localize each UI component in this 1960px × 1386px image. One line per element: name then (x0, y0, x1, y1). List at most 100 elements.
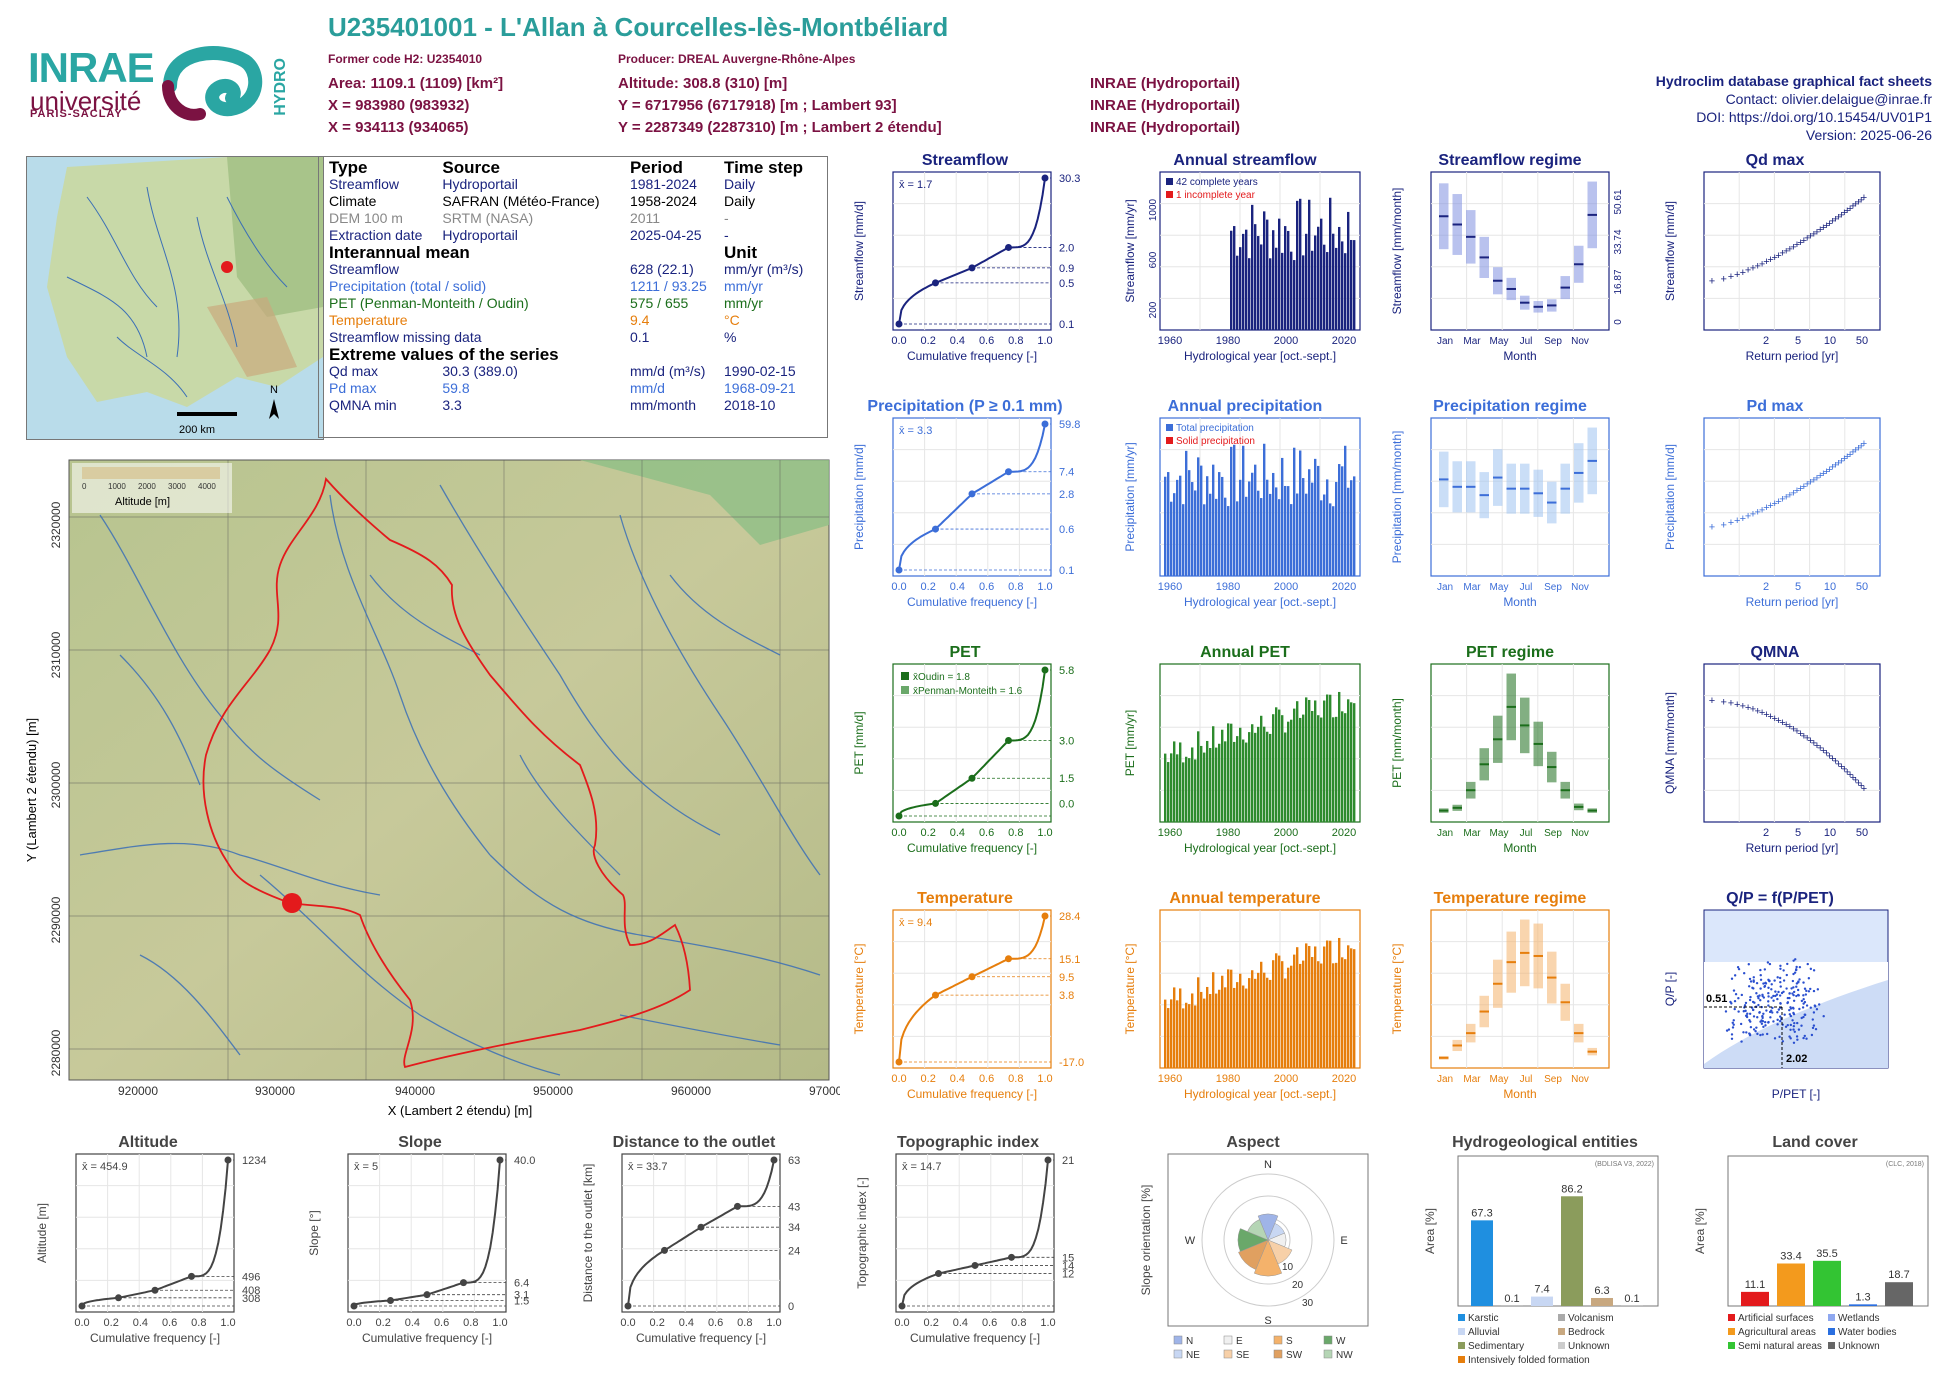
qp-point (1782, 969, 1785, 972)
annual_streamflow-bar (1299, 198, 1302, 330)
x-tick-label: 0.4 (953, 1317, 968, 1329)
annual_temperature-bar (1209, 994, 1212, 1068)
hydro-logo-text: HYDRO (272, 58, 289, 116)
legend-label: Unknown (1838, 1341, 1880, 1352)
qp-point (1802, 1015, 1805, 1019)
annual_pet-bar (1245, 742, 1248, 822)
legend-swatch (1323, 1335, 1333, 1345)
annual_precipitation-bar (1263, 443, 1266, 576)
pd_max-point: + (1832, 460, 1838, 472)
db-contact[interactable]: Contact: olivier.delaigue@inrae.fr (1725, 91, 1932, 107)
table-row: PET (Penman-Monteith / Oudin) 575 / 655 mm… (329, 295, 763, 311)
annual_pet-bar (1236, 736, 1239, 822)
qp-point (1803, 987, 1807, 990)
annual_temperature-bar (1302, 960, 1305, 1068)
annual_pet-bar (1167, 762, 1170, 822)
y-axis-label: Precipitation [mm/yr] (1123, 442, 1137, 551)
hydrogeology-note: (BDLISA V3, 2022) (1595, 1161, 1654, 1168)
right-tick-label: 33.74 (1613, 229, 1624, 254)
qmna-point: + (1759, 707, 1765, 719)
qmna-point: + (1835, 758, 1841, 770)
qp-point (1732, 1023, 1735, 1026)
pet_regime-chart: PET regime Jan Mar May Jul Sep Nov Month PET [mm… (1390, 644, 1610, 855)
info-header-row: Type Source Period Time step (327, 159, 819, 176)
pet-point (895, 812, 903, 820)
right-tick-label: 3.8 (1059, 990, 1074, 1002)
annual_temperature-bar (1185, 1002, 1188, 1068)
annual_temperature-bar (1287, 967, 1290, 1068)
qp-point (1792, 1028, 1795, 1031)
annual_precipitation-bar (1182, 504, 1185, 576)
annual_streamflow-bar (1278, 218, 1281, 330)
y-axis-label: Altitude [m] (35, 1203, 49, 1263)
x-tick-label: 2020 (1332, 827, 1356, 839)
annual_pet-bar (1203, 752, 1206, 822)
qd_max-point: + (1838, 209, 1844, 221)
y-axis-label: Distance to the outlet [km] (581, 1164, 595, 1303)
svg-text:2300000: 2300000 (49, 761, 63, 808)
topographic-point (1044, 1156, 1052, 1164)
annual_precipitation-bar (1350, 480, 1353, 576)
qp-point (1805, 1037, 1808, 1040)
annual_precipitation-bar (1347, 487, 1350, 576)
legend-label: S (1286, 1336, 1293, 1347)
db-doi[interactable]: DOI: https://doi.org/10.15454/UV01P1 (1696, 109, 1932, 125)
x-tick-label: Jan (1437, 336, 1453, 347)
qp-point (1797, 981, 1800, 984)
annual_streamflow-bar (1341, 241, 1344, 330)
x-tick-label: 0.6 (979, 827, 994, 839)
temperature-chart: Temperature 28.4 15.1 9.5 3.8 -17.0 0.0 0.2 0.4 0… (852, 890, 1084, 1101)
annual_precipitation-chart: Annual precipitation 1960 1980 2000 2020 Hydr… (1123, 398, 1361, 609)
qp-point (1777, 1008, 1781, 1011)
annual_pet-bar (1335, 716, 1338, 822)
annual_precipitation-bar (1305, 493, 1308, 576)
qp-point (1791, 1019, 1794, 1022)
temperature-mean-label: x̄ = 9.4 (899, 917, 932, 929)
qp-point (1737, 967, 1741, 971)
annual_precipitation-bar (1296, 493, 1299, 576)
slope-point (350, 1302, 358, 1310)
qmna-point: + (1850, 772, 1856, 784)
qp-point (1778, 976, 1782, 980)
qp-point (1802, 994, 1805, 997)
x-tick-label: 1.0 (766, 1317, 781, 1329)
right-tick-label: 3.0 (1059, 735, 1074, 747)
annual_streamflow-bar (1251, 204, 1254, 330)
temperature_regime-chart: Temperature regime Jan Mar May Jul Sep Nov Mont… (1390, 890, 1610, 1101)
annual_precipitation-bar (1233, 444, 1236, 576)
topographic-point (935, 1270, 942, 1278)
right-tick-label: -17.0 (1059, 1057, 1084, 1069)
qp-point (1759, 999, 1762, 1002)
annual_pet-bar (1281, 715, 1284, 822)
y-axis-label: Area [%] (1423, 1208, 1437, 1254)
x-lambert93: X = 983980 (983932) (328, 97, 470, 114)
paris-saclay-logo: PARIS-SACLAY (30, 108, 123, 120)
annual_pet-bar (1317, 715, 1320, 822)
legend-swatch (1458, 1314, 1465, 1321)
legend-swatch (1323, 1349, 1333, 1359)
right-tick-label: 3.1 (514, 1290, 529, 1302)
qp-point (1733, 1007, 1736, 1011)
x-tick-label: 50 (1856, 335, 1868, 347)
annual_pet-bar (1224, 741, 1227, 822)
precipitation-point (932, 525, 939, 533)
annual_temperature-bar (1188, 1004, 1191, 1068)
legend-label: Semi natural areas (1738, 1341, 1822, 1352)
streamflow-point (932, 279, 939, 287)
pd_max-point: + (1763, 502, 1769, 514)
annual_temperature-bar (1257, 972, 1260, 1068)
qd_max-chart: Qd max+ + + + ++++++++++++++++++++++++++++++… (1663, 152, 1881, 363)
qp-point (1779, 1019, 1782, 1023)
qmna-title: QMNA (1751, 644, 1800, 661)
x-tick-label: 0.6 (982, 1317, 997, 1329)
aspect-slice (1257, 1213, 1279, 1241)
qp-point (1755, 981, 1759, 985)
qd_max-point: + (1852, 199, 1858, 211)
streamflow_regime-chart: Streamflow regime Jan Mar May Jul Sep Nov 50.61… (1390, 152, 1624, 363)
qp-point (1779, 1015, 1782, 1018)
annual_streamflow-bar (1281, 252, 1284, 330)
temperature-point (1041, 912, 1049, 920)
y-axis-label: Precipitation [mm/month] (1390, 431, 1404, 564)
qp-point (1804, 993, 1808, 996)
